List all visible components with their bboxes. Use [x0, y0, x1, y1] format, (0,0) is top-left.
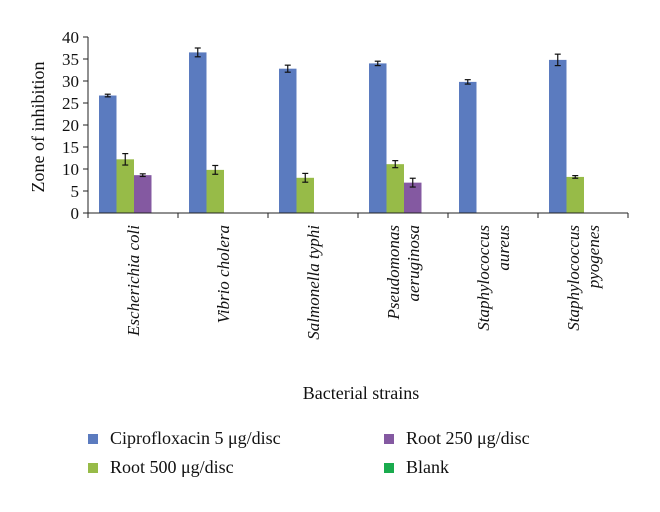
- y-tick-label: 30: [62, 72, 79, 91]
- legend-label-root-250: Root 250 μg/disc: [406, 428, 530, 448]
- y-tick-label: 15: [62, 138, 79, 157]
- legend-label-ciprofloxacin: Ciprofloxacin 5 μg/disc: [110, 428, 281, 448]
- bars: [99, 52, 584, 214]
- bar: [99, 95, 117, 213]
- y-tick-label: 5: [71, 182, 80, 201]
- legend-swatch-ciprofloxacin: [88, 433, 98, 444]
- legend-label-root-500: Root 500 μg/disc: [110, 457, 234, 477]
- bar: [116, 159, 134, 213]
- y-axis-title: Zone of inhibition: [28, 62, 48, 193]
- category-label: Staphylococcus: [564, 225, 583, 331]
- legend-item-root-500: Root 500 μg/disc: [88, 457, 234, 478]
- bar: [206, 169, 224, 213]
- bar-chart: 0 5 10 15 20 25 30 35 40 Escherichia coli Vibrio …: [28, 28, 629, 403]
- legend-item-root-250: Root 250 μg/disc: [384, 428, 530, 449]
- category-label: Escherichia coli: [124, 225, 143, 337]
- y-tick-label: 35: [62, 50, 79, 69]
- category-label: Salmonella typhi: [304, 225, 323, 340]
- category-label: aureus: [494, 225, 513, 271]
- y-tick-label: 40: [62, 28, 79, 47]
- bar: [296, 177, 314, 213]
- bar: [549, 59, 567, 213]
- legend-label-blank: Blank: [406, 457, 449, 477]
- legend-item-blank: Blank: [384, 457, 449, 478]
- category-label: Staphylococcus: [474, 225, 493, 331]
- x-axis-title: Bacterial strains: [303, 383, 419, 403]
- bar: [369, 63, 387, 214]
- category-label: aeruginosa: [404, 225, 423, 302]
- category-label: Vibrio cholera: [214, 225, 233, 323]
- legend: Ciprofloxacin 5 μg/disc Root 250 μg/disc…: [88, 425, 608, 485]
- y-axis-ticks: 0 5 10 15 20 25 30 35 40: [62, 28, 629, 223]
- legend-swatch-blank: [384, 462, 394, 473]
- category-labels: Escherichia coli Vibrio cholera Salmonella…: [124, 225, 603, 340]
- y-tick-label: 25: [62, 94, 79, 113]
- bar: [459, 81, 477, 213]
- category-label: pyogenes: [584, 225, 603, 290]
- bar: [386, 164, 404, 213]
- legend-item-ciprofloxacin: Ciprofloxacin 5 μg/disc: [88, 428, 281, 449]
- y-tick-label: 20: [62, 116, 79, 135]
- y-tick-label: 10: [62, 160, 79, 179]
- error-bars: [104, 47, 579, 188]
- y-tick-label: 0: [71, 204, 80, 223]
- legend-swatch-root-500: [88, 462, 98, 473]
- legend-swatch-root-250: [384, 433, 394, 444]
- bar: [279, 68, 297, 214]
- bar: [134, 175, 152, 213]
- bar: [566, 176, 584, 213]
- bar: [189, 52, 207, 214]
- category-label: Pseudomonas: [384, 225, 403, 321]
- bar: [404, 182, 422, 213]
